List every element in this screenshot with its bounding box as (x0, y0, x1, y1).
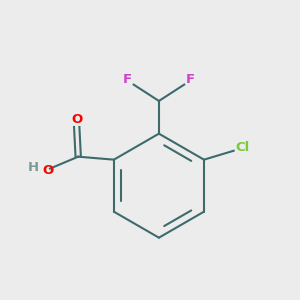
Text: O: O (71, 113, 82, 126)
Text: F: F (123, 73, 132, 86)
Text: O: O (42, 164, 53, 178)
Text: Cl: Cl (236, 141, 250, 154)
Text: H: H (28, 160, 39, 174)
Text: F: F (186, 73, 195, 86)
